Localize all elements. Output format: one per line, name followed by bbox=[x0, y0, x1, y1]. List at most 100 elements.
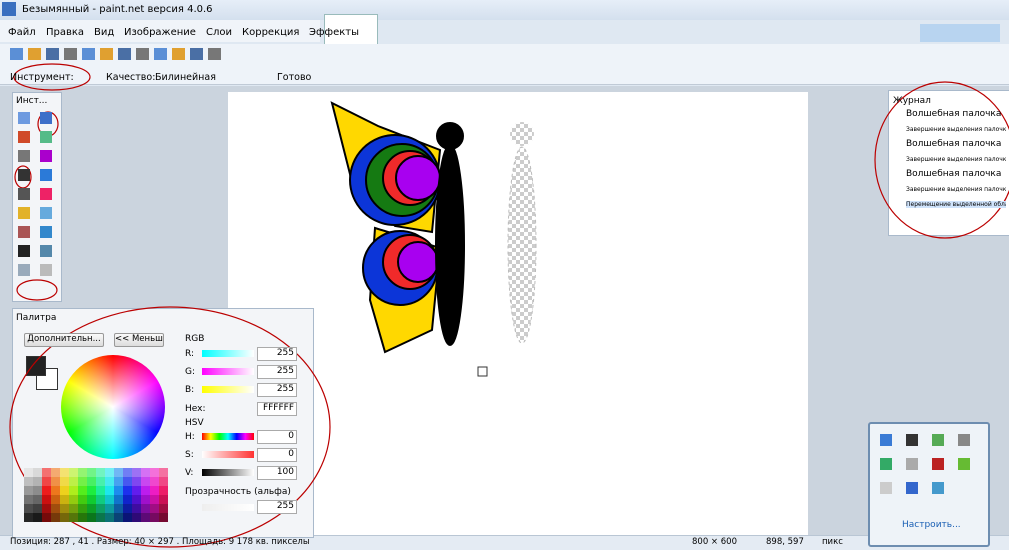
alpha-slider[interactable] bbox=[202, 504, 254, 511]
palette-swatch[interactable] bbox=[78, 468, 87, 477]
palette-swatch[interactable] bbox=[150, 513, 159, 522]
customize-link[interactable]: Настроить... bbox=[902, 520, 961, 530]
palette-swatch[interactable] bbox=[123, 495, 132, 504]
palette-swatch[interactable] bbox=[114, 513, 123, 522]
hue-slider[interactable] bbox=[202, 433, 254, 440]
tray-icon[interactable] bbox=[906, 434, 918, 446]
blue-slider[interactable] bbox=[202, 386, 254, 393]
palette-swatch[interactable] bbox=[87, 495, 96, 504]
toolbar-icon[interactable] bbox=[28, 48, 41, 60]
tool-icon[interactable] bbox=[18, 207, 30, 219]
palette-swatch[interactable] bbox=[78, 504, 87, 513]
palette-swatch[interactable] bbox=[159, 495, 168, 504]
palette-swatch[interactable] bbox=[150, 468, 159, 477]
history-item[interactable]: Завершение выделения палочкой bbox=[906, 186, 1006, 193]
palette-swatch[interactable] bbox=[132, 504, 141, 513]
palette-swatch[interactable] bbox=[123, 513, 132, 522]
palette-swatch[interactable] bbox=[24, 486, 33, 495]
palette-swatch[interactable] bbox=[150, 477, 159, 486]
palette-swatch[interactable] bbox=[33, 495, 42, 504]
palette-swatch[interactable] bbox=[96, 486, 105, 495]
palette-swatch[interactable] bbox=[69, 513, 78, 522]
palette-swatch[interactable] bbox=[141, 477, 150, 486]
palette-swatch[interactable] bbox=[42, 486, 51, 495]
palette-swatch[interactable] bbox=[150, 495, 159, 504]
tray-icon[interactable] bbox=[932, 434, 944, 446]
menu-item[interactable]: Слои bbox=[206, 27, 232, 38]
palette-swatch[interactable] bbox=[87, 513, 96, 522]
value-input[interactable]: 100 bbox=[257, 466, 297, 480]
palette-swatch[interactable] bbox=[69, 477, 78, 486]
saturation-input[interactable]: 0 bbox=[257, 448, 297, 462]
palette-swatch[interactable] bbox=[24, 504, 33, 513]
red-input[interactable]: 255 bbox=[257, 347, 297, 361]
palette-swatch[interactable] bbox=[33, 477, 42, 486]
palette-swatch[interactable] bbox=[69, 504, 78, 513]
palette-swatch[interactable] bbox=[69, 486, 78, 495]
palette-swatch[interactable] bbox=[96, 495, 105, 504]
tray-icon[interactable] bbox=[880, 482, 892, 494]
tool-icon[interactable] bbox=[18, 264, 30, 276]
palette-swatch[interactable] bbox=[42, 513, 51, 522]
palette-swatch[interactable] bbox=[69, 495, 78, 504]
color-wheel[interactable] bbox=[61, 355, 165, 459]
blue-input[interactable]: 255 bbox=[257, 383, 297, 397]
less-button[interactable]: << Меньше bbox=[114, 333, 164, 347]
palette-swatch[interactable] bbox=[33, 504, 42, 513]
palette-swatch[interactable] bbox=[141, 468, 150, 477]
menu-item[interactable]: Изображение bbox=[124, 27, 196, 38]
palette-swatch[interactable] bbox=[105, 504, 114, 513]
tray-icon[interactable] bbox=[932, 458, 944, 470]
toolbar-icon[interactable] bbox=[64, 48, 77, 60]
tool-icon[interactable] bbox=[18, 188, 30, 200]
palette-swatch[interactable] bbox=[96, 504, 105, 513]
tool-icon[interactable] bbox=[18, 169, 30, 181]
tray-icon[interactable] bbox=[906, 458, 918, 470]
history-item[interactable]: Волшебная палочка bbox=[906, 109, 1006, 119]
palette-swatch[interactable] bbox=[51, 468, 60, 477]
toolbar-icon[interactable] bbox=[100, 48, 113, 60]
history-item[interactable]: Волшебная палочка bbox=[906, 139, 1006, 149]
palette-swatch[interactable] bbox=[114, 486, 123, 495]
palette-swatch[interactable] bbox=[51, 513, 60, 522]
hex-input[interactable]: FFFFFF bbox=[257, 402, 297, 416]
quality-dropdown[interactable]: Билинейная bbox=[155, 72, 216, 83]
palette-swatch[interactable] bbox=[105, 513, 114, 522]
red-slider[interactable] bbox=[202, 350, 254, 357]
palette-swatch[interactable] bbox=[42, 495, 51, 504]
tray-icon[interactable] bbox=[958, 458, 970, 470]
tool-icon[interactable] bbox=[40, 226, 52, 238]
palette-swatch[interactable] bbox=[51, 504, 60, 513]
palette-swatch[interactable] bbox=[159, 477, 168, 486]
palette-swatch[interactable] bbox=[42, 504, 51, 513]
palette-swatch[interactable] bbox=[78, 477, 87, 486]
toolbar-icon[interactable] bbox=[118, 48, 131, 60]
palette-swatch[interactable] bbox=[159, 504, 168, 513]
palette-swatch[interactable] bbox=[114, 468, 123, 477]
tool-icon[interactable] bbox=[40, 112, 52, 124]
palette-swatch[interactable] bbox=[24, 495, 33, 504]
tool-icon[interactable] bbox=[40, 131, 52, 143]
toolbar-icon[interactable] bbox=[46, 48, 59, 60]
palette-swatch[interactable] bbox=[33, 486, 42, 495]
tray-icon[interactable] bbox=[958, 434, 970, 446]
tray-icon[interactable] bbox=[932, 482, 944, 494]
value-slider[interactable] bbox=[202, 469, 254, 476]
palette-swatch[interactable] bbox=[87, 477, 96, 486]
palette-swatch[interactable] bbox=[141, 504, 150, 513]
green-input[interactable]: 255 bbox=[257, 365, 297, 379]
tool-icon[interactable] bbox=[18, 112, 30, 124]
tool-icon[interactable] bbox=[40, 207, 52, 219]
palette-swatch[interactable] bbox=[60, 495, 69, 504]
palette-swatch[interactable] bbox=[123, 504, 132, 513]
tray-icon[interactable] bbox=[906, 482, 918, 494]
palette-swatch[interactable] bbox=[60, 468, 69, 477]
palette-swatch[interactable] bbox=[51, 495, 60, 504]
palette-swatch[interactable] bbox=[96, 468, 105, 477]
palette-swatch[interactable] bbox=[123, 486, 132, 495]
green-slider[interactable] bbox=[202, 368, 254, 375]
toolbar-icon[interactable] bbox=[172, 48, 185, 60]
palette-swatch[interactable] bbox=[51, 477, 60, 486]
palette-swatch[interactable] bbox=[24, 513, 33, 522]
history-item[interactable]: Волшебная палочка bbox=[906, 169, 1006, 179]
